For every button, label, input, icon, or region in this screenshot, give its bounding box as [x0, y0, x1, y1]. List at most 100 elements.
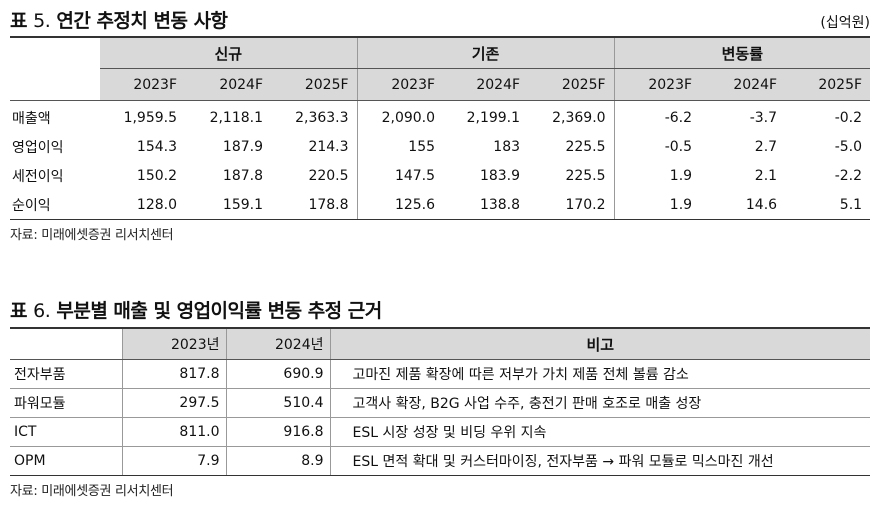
table6-section: 표 6. 부분별 매출 및 영업이익률 변동 추정 근거 2023년 2024년… [10, 296, 870, 499]
table-cell: 1.9 [613, 161, 701, 190]
row-label: 전자부품 [10, 359, 122, 389]
row-label: 파워모듈 [10, 388, 122, 418]
table-cell: 2,118.1 [209, 109, 263, 126]
table-cell: 155 [356, 132, 444, 161]
table-cell: 138.8 [443, 190, 529, 220]
table-cell: 154.3 [136, 138, 177, 155]
table-cell: 2.7 [754, 138, 778, 155]
table-cell: 128.0 [100, 190, 185, 220]
table-cell: 811.0 [121, 417, 226, 447]
table-cell: 183.9 [479, 167, 521, 184]
table-row: 영업이익 154.3 187.9 214.3 155 183 225.5 -0.… [10, 132, 870, 161]
table-cell: 170.2 [528, 190, 615, 220]
note-header: 비고 [329, 327, 870, 360]
year-header: 2024F [443, 68, 529, 101]
table5-year-header: 2023F 2024F 2025F 2023F 2024F 2025F 2023… [10, 68, 871, 101]
table-cell: 2,363.3 [295, 109, 349, 126]
note-cell: ESL 시장 성장 및 비딩 우위 지속 [329, 417, 870, 447]
table-row: OPM 7.9 8.9 ESL 면적 확대 및 커스터마이징, 전자부품 → 파… [10, 446, 870, 476]
table5-unit: (십억원) [820, 15, 870, 31]
annual-estimate-table: 신규 기존 변동률 2023F 2024F 2025F 2023F 2024F … [10, 36, 871, 220]
table-row: 매출액 1,959.5 2,118.1 2,363.3 2,090.0 2,19… [10, 100, 870, 132]
table-cell: 1.9 [613, 190, 701, 220]
row-label: 세전이익 [12, 168, 64, 185]
table5-section: 표 5. 연간 추정치 변동 사항 (십억원) 신규 기존 변동률 2023F … [10, 6, 871, 243]
table-cell: 220.5 [308, 167, 349, 184]
table-cell: -2.2 [834, 167, 863, 184]
table-cell: 916.8 [225, 417, 330, 447]
table5-group-header: 신규 기존 변동률 [10, 36, 871, 69]
year-header: 2024년 [225, 327, 330, 360]
row-label: 영업이익 [12, 139, 64, 156]
table6-title-row: 표 6. 부분별 매출 및 영업이익률 변동 추정 근거 [10, 296, 870, 327]
table-cell: 14.6 [700, 190, 786, 220]
table5-title-prefix: 표 [10, 10, 27, 32]
table-cell: 5.1 [785, 190, 871, 220]
table-cell: -0.2 [834, 109, 863, 126]
table6-title-number: 6. [33, 300, 51, 322]
table5-corner-2 [10, 68, 100, 101]
note-cell: 고마진 제품 확장에 따른 저부가 가치 제품 전체 볼륨 감소 [329, 359, 870, 389]
table-row: 전자부품 817.8 690.9 고마진 제품 확장에 따른 저부가 가치 제품… [10, 359, 870, 389]
table-cell: 187.9 [222, 138, 263, 155]
note-cell: 고객사 확장, B2G 사업 수주, 충전기 판매 호조로 매출 성장 [329, 388, 870, 418]
table-cell: 147.5 [356, 161, 444, 190]
year-header: 2025F [271, 68, 358, 101]
table5-title-text: 연간 추정치 변동 사항 [56, 10, 228, 32]
table6-header: 2023년 2024년 비고 [10, 327, 870, 360]
table5-title: 표 5. 연간 추정치 변동 사항 [10, 6, 228, 33]
year-header: 2025F [785, 68, 871, 101]
table-cell: 183 [493, 138, 521, 155]
table-cell: 2.1 [754, 167, 778, 184]
table-cell: 690.9 [225, 359, 330, 389]
table-cell: 187.8 [222, 167, 263, 184]
year-header: 2024F [185, 68, 271, 101]
table6-source: 자료: 미래에셋증권 리서치센터 [10, 484, 174, 499]
table-cell: 178.8 [271, 190, 358, 220]
table-cell: -5.0 [834, 138, 863, 155]
table6-title-prefix: 표 [10, 300, 27, 322]
table-cell: 150.2 [136, 167, 177, 184]
table-cell: 225.5 [565, 138, 606, 155]
group-new: 신규 [100, 36, 358, 69]
table5-title-row: 표 5. 연간 추정치 변동 사항 (십억원) [10, 6, 870, 36]
table-row: ICT 811.0 916.8 ESL 시장 성장 및 비딩 우위 지속 [10, 417, 870, 447]
year-header: 2023년 [121, 327, 226, 360]
table-cell: 159.1 [185, 190, 271, 220]
table-cell: -6.2 [613, 100, 701, 132]
table-cell: 7.9 [121, 446, 226, 476]
table-row: 세전이익 150.2 187.8 220.5 147.5 183.9 225.5… [10, 161, 870, 190]
year-header: 2025F [528, 68, 615, 101]
table-cell: -0.5 [613, 132, 701, 161]
table-cell: 2,369.0 [552, 109, 606, 126]
row-label: ICT [10, 417, 122, 447]
group-existing: 기존 [356, 36, 615, 69]
table-row: 파워모듈 297.5 510.4 고객사 확장, B2G 사업 수주, 충전기 … [10, 388, 870, 418]
note-cell: ESL 면적 확대 및 커스터마이징, 전자부품 → 파워 모듈로 믹스마진 개… [329, 446, 870, 476]
row-label: 순이익 [10, 190, 100, 220]
table-cell: 297.5 [121, 388, 226, 418]
table6-title: 표 6. 부분별 매출 및 영업이익률 변동 추정 근거 [10, 296, 382, 323]
table6-corner [10, 327, 122, 360]
table5-corner [10, 36, 100, 69]
table5-title-number: 5. [33, 10, 51, 32]
year-header: 2024F [700, 68, 786, 101]
table5-source: 자료: 미래에셋증권 리서치센터 [10, 228, 174, 243]
year-header: 2023F [613, 68, 701, 101]
table-cell: 214.3 [308, 138, 349, 155]
row-label: 매출액 [12, 110, 51, 127]
year-header: 2023F [356, 68, 444, 101]
row-label: OPM [10, 446, 122, 476]
table-cell: 1,959.5 [123, 109, 177, 126]
table-cell: 8.9 [225, 446, 330, 476]
table-cell: 125.6 [356, 190, 444, 220]
table-cell: 2,199.1 [466, 109, 521, 126]
table-cell: 2,090.0 [356, 100, 444, 132]
year-header: 2023F [100, 68, 185, 101]
table-cell: 817.8 [121, 359, 226, 389]
segment-estimate-table: 2023년 2024년 비고 전자부품 817.8 690.9 고마진 제품 확… [10, 327, 870, 476]
table-row: 순이익 128.0 159.1 178.8 125.6 138.8 170.2 … [10, 190, 871, 220]
table-cell: 225.5 [565, 167, 606, 184]
table6-title-text: 부분별 매출 및 영업이익률 변동 추정 근거 [56, 300, 382, 322]
table-cell: 510.4 [225, 388, 330, 418]
